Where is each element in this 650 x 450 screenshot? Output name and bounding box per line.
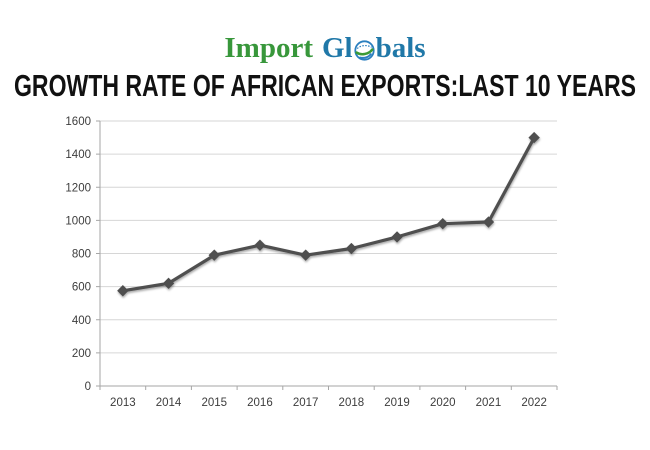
- data-point-marker-2021: [482, 216, 495, 228]
- logo-text-globals-prefix: Gl: [322, 32, 353, 64]
- x-axis-tick-label: 2020: [430, 397, 456, 409]
- x-axis-tick-label: 2021: [476, 397, 502, 409]
- x-axis-tick-label: 2014: [156, 397, 182, 409]
- data-series: [117, 131, 540, 297]
- data-point-marker-2013: [117, 285, 129, 297]
- y-axis-tick-label: 1400: [65, 149, 91, 161]
- y-axis-tick-label: 800: [72, 249, 91, 261]
- globe-icon: [354, 39, 375, 61]
- data-point-marker-2018: [345, 242, 358, 255]
- data-point-marker-2014: [162, 277, 175, 290]
- logo-text-import: Import: [224, 32, 313, 64]
- page-title: GROWTH RATE OF AFRICAN EXPORTS:LAST 10 Y…: [14, 68, 636, 103]
- page-title-container: GROWTH RATE OF AFRICAN EXPORTS:LAST 10 Y…: [14, 68, 636, 103]
- data-point-marker-2017: [299, 249, 312, 261]
- data-point-marker-2016: [254, 239, 266, 251]
- y-axis-tick-label: 0: [85, 381, 91, 393]
- series-line: [121, 136, 536, 293]
- y-axis-tick-label: 1600: [65, 116, 91, 128]
- logo-text-globals-suffix: bals: [375, 32, 426, 64]
- x-axis-tick-label: 2019: [384, 397, 410, 409]
- data-point-marker-2022: [528, 131, 540, 144]
- y-axis-tick-label: 1000: [65, 215, 91, 227]
- data-point-marker-2015: [208, 249, 220, 261]
- x-axis-tick-label: 2017: [293, 397, 319, 409]
- y-axis-tick-label: 400: [72, 315, 91, 327]
- y-axis-tick-label: 600: [72, 282, 91, 294]
- x-axis-tick-label: 2018: [339, 397, 365, 409]
- x-axis-tick-label: 2022: [521, 397, 547, 409]
- data-point-marker-2019: [391, 231, 403, 243]
- logo: Import Gl bals: [0, 30, 650, 66]
- x-axis-tick-label: 2015: [201, 397, 227, 409]
- line-chart: 0 200 400 600 800 1000 1200 1400 1600 2013 2014 201…: [65, 116, 558, 409]
- y-axis-tick-label: 1200: [65, 182, 91, 194]
- y-axis-tick-label: 200: [72, 348, 91, 360]
- x-axis-tick-label: 2016: [247, 397, 273, 409]
- data-point-marker-2020: [437, 217, 449, 230]
- x-axis-tick-label: 2013: [110, 397, 136, 409]
